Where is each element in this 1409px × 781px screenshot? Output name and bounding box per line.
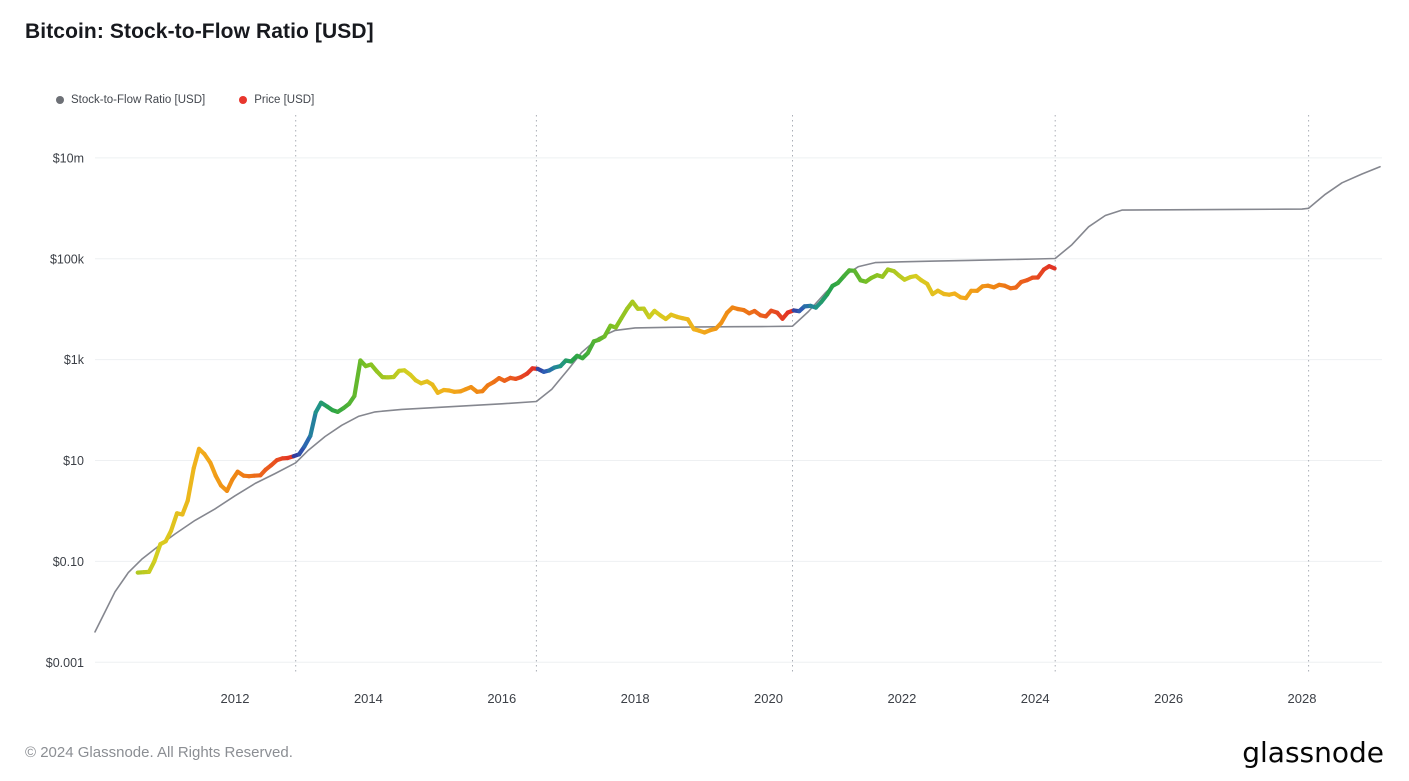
copyright-text: © 2024 Glassnode. All Rights Reserved. (25, 744, 293, 761)
svg-text:$1k: $1k (64, 353, 85, 367)
svg-text:2014: 2014 (354, 691, 383, 706)
glassnode-logo: glassnode (1242, 736, 1384, 769)
legend: Stock-to-Flow Ratio [USD] Price [USD] (56, 94, 314, 106)
svg-text:2018: 2018 (621, 691, 650, 706)
svg-text:$0.001: $0.001 (46, 656, 84, 670)
price-series-dot-icon (239, 96, 248, 104)
footer: © 2024 Glassnode. All Rights Reserved. g… (25, 736, 1384, 769)
s2f-series-dot-icon (56, 96, 64, 104)
svg-text:2024: 2024 (1021, 691, 1050, 706)
s2f-chart-plot[interactable]: $10m $100k $1k $10 $0.10 $0.001 2012 2014 2016 20… (0, 0, 1409, 720)
page-title: Bitcoin: Stock-to-Flow Ratio [USD] (25, 20, 374, 43)
svg-text:2028: 2028 (1288, 691, 1317, 706)
svg-text:2016: 2016 (487, 691, 516, 706)
svg-text:$10: $10 (63, 454, 84, 468)
legend-item-s2f[interactable]: Stock-to-Flow Ratio [USD] (56, 94, 205, 106)
legend-label-s2f: Stock-to-Flow Ratio [USD] (71, 94, 206, 106)
legend-label-price: Price [USD] (254, 94, 315, 106)
legend-item-price[interactable]: Price [USD] (239, 94, 314, 106)
svg-text:$10m: $10m (53, 151, 84, 165)
svg-text:$100k: $100k (50, 252, 85, 266)
svg-text:$0.10: $0.10 (53, 555, 84, 569)
svg-text:2020: 2020 (754, 691, 783, 706)
svg-text:2026: 2026 (1154, 691, 1183, 706)
svg-text:2012: 2012 (221, 691, 250, 706)
svg-text:2022: 2022 (887, 691, 916, 706)
